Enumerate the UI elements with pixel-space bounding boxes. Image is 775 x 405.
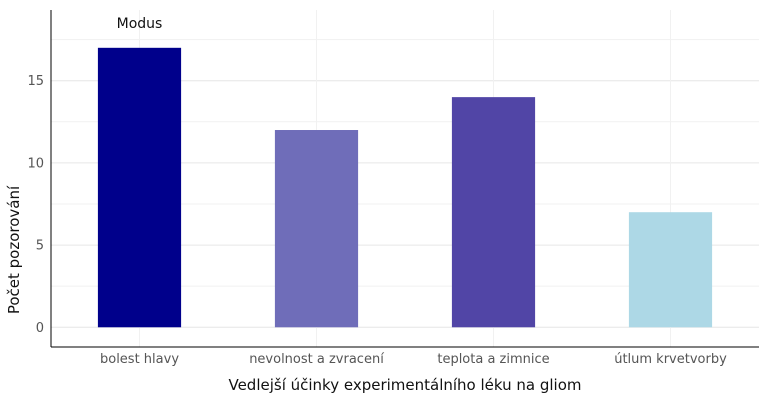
y-tick-label: 5 [36,239,44,254]
y-tick-label: 15 [27,74,44,89]
y-tick-labels: 0 5 10 15 [27,74,44,336]
x-tick-label: bolest hlavy [100,352,179,367]
x-tick-label: nevolnost a zvracení [249,352,384,367]
bar-1 [274,130,359,328]
mode-annotation: Modus [117,16,163,32]
x-tick-labels: bolest hlavy nevolnost a zvracení teplota … [100,352,727,367]
bar-0 [97,47,182,328]
axes [50,10,759,348]
bar-2 [451,97,536,328]
x-axis-title: Vedlejší účinky experimentálního léku na… [228,376,581,394]
y-tick-label: 0 [36,321,44,336]
x-tick-label: teplota a zimnice [437,352,549,367]
y-tick-label: 10 [27,156,44,171]
bar-3 [628,212,713,328]
y-axis-title: Počet pozorování [5,185,23,314]
x-tick-label: útlum krvetvorby [614,352,727,367]
bars [97,47,713,328]
